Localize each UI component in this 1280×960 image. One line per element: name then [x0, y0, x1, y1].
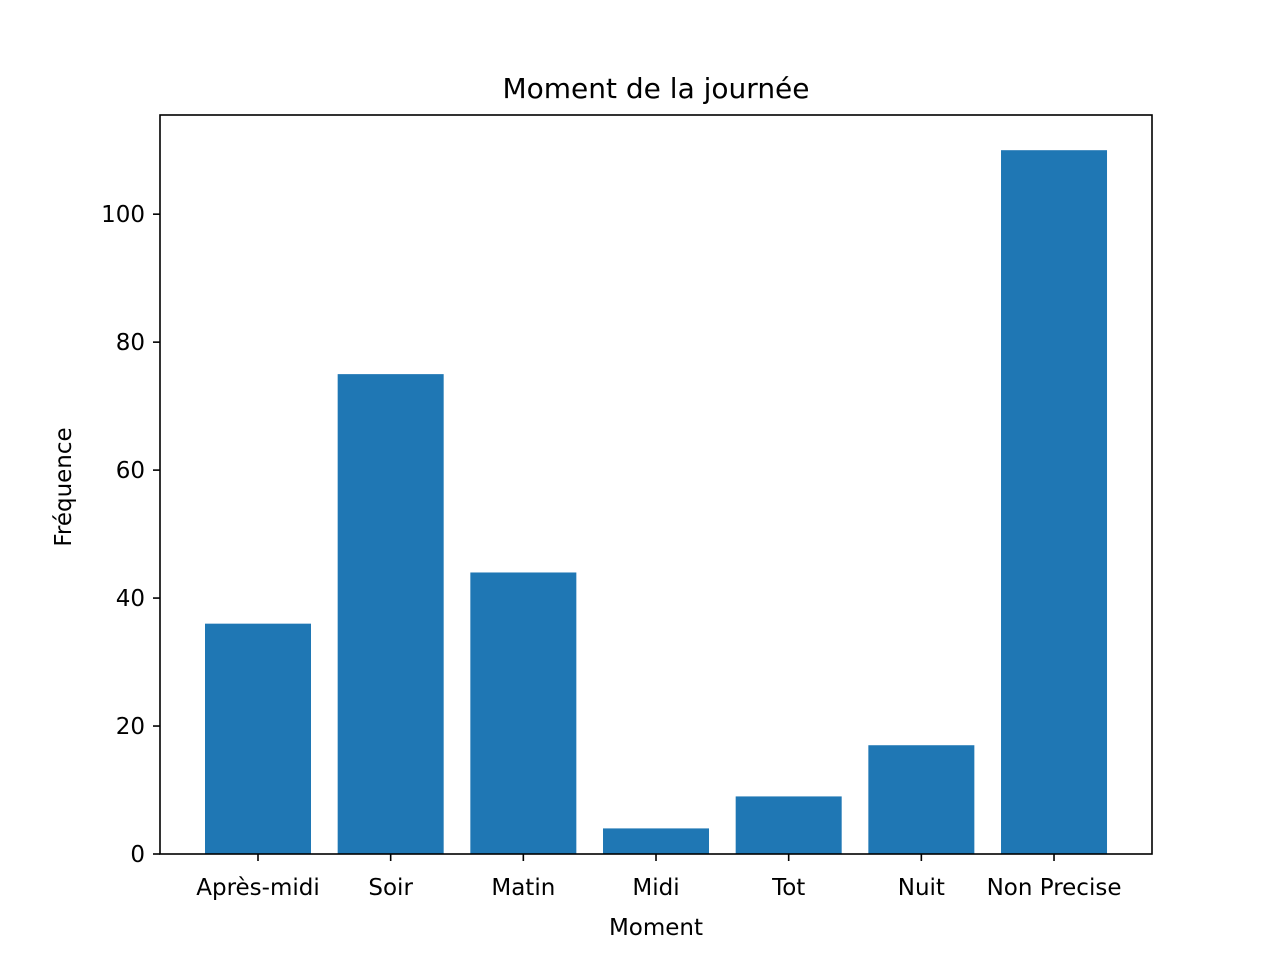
- bar-2: [470, 572, 577, 854]
- x-tick-label: Matin: [491, 875, 555, 901]
- x-axis-ticks: Après-midi Soir Matin Midi Tot Nuit Non Precis…: [196, 854, 1121, 901]
- y-tick-label: 100: [101, 202, 145, 228]
- x-tick-label: Tot: [771, 875, 805, 901]
- chart-title: Moment de la journée: [502, 72, 809, 105]
- y-tick-label: 40: [116, 586, 145, 612]
- x-tick-label: Soir: [368, 875, 413, 901]
- bar-1: [337, 374, 444, 854]
- x-tick-label: Nuit: [898, 875, 945, 901]
- bar-0: [205, 623, 311, 854]
- y-axis-ticks: 0 20 40 60 80 100: [101, 202, 160, 868]
- x-tick-label: Après-midi: [196, 875, 320, 901]
- y-tick-label: 20: [116, 714, 145, 740]
- bar-6: [1001, 150, 1108, 854]
- bars-group: [205, 150, 1108, 854]
- y-tick-label: 80: [116, 330, 145, 356]
- y-tick-label: 0: [130, 842, 145, 868]
- plot-frame: [159, 114, 1153, 855]
- bar-5: [868, 745, 975, 854]
- y-axis-label: Fréquence: [51, 427, 77, 546]
- x-tick-label: Midi: [632, 875, 679, 901]
- bar-4: [735, 796, 842, 854]
- y-tick-label: 60: [116, 458, 145, 484]
- x-tick-label: Non Precise: [987, 875, 1122, 901]
- bar-3: [603, 828, 710, 854]
- x-axis-label: Moment: [609, 915, 703, 941]
